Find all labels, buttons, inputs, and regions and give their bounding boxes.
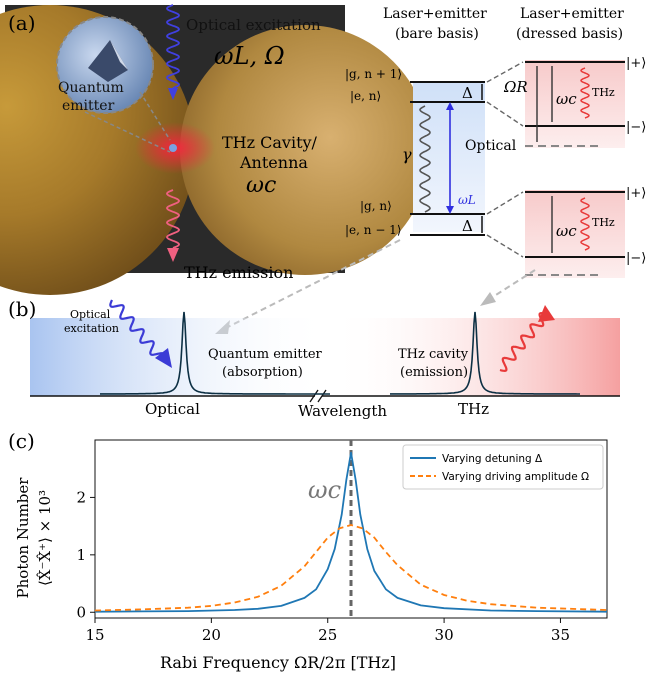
emitter-dot (169, 144, 177, 152)
series-line-detuning (94, 451, 608, 613)
ket-plus-top: |+⟩ (626, 56, 646, 71)
thz-emission-wave (166, 189, 180, 249)
x-tick-label: 35 (551, 626, 570, 644)
thz-cavity-b1: THz cavity (398, 347, 469, 362)
thz-axis-label: THz (458, 400, 489, 418)
legend-label-detuning: Varying detuning Δ (442, 453, 543, 465)
x-tick-label: 20 (202, 626, 221, 644)
x-tick-label: 15 (85, 626, 104, 644)
panel-b: (b) Optical excitation Quantum emitter (… (8, 297, 620, 420)
omega-c-label-a: ωc (246, 173, 276, 198)
thz-wave-bottom (580, 197, 590, 251)
panel-a-label: (a) (8, 11, 36, 35)
y-axis-label-1: Photon Number (14, 477, 32, 599)
dressed-pink-band-bottom (525, 190, 625, 278)
panel-c-label: (c) (8, 429, 35, 453)
thz-emission-wave-b (499, 311, 547, 373)
right-antenna-sphere (180, 25, 430, 275)
omega-c-dressed-top: ωc (556, 90, 577, 108)
ket-minus-top: |−⟩ (626, 120, 646, 135)
legend-label-amplitude: Varying driving amplitude Ω (442, 471, 589, 483)
quantum-emitter-label-1: Quantum (58, 80, 124, 96)
thz-small-top: THz (592, 86, 615, 99)
x-tick-label: 25 (318, 626, 337, 644)
y-tick-label: 2 (76, 488, 86, 506)
delta-bottom: Δ (462, 217, 473, 235)
optical-excitation-wave-b (109, 299, 165, 361)
optical-peak (100, 311, 330, 395)
x-ticks: 15 20 25 30 35 (85, 618, 570, 644)
thz-emission-label: THz emission (184, 263, 293, 282)
omega-l-omega-label: ωL, Ω (214, 42, 285, 70)
optical-level-label: Optical (465, 138, 517, 154)
quantum-emitter-label-2: emitter (62, 98, 115, 114)
series-layer (94, 451, 608, 613)
panel-b-label: (b) (8, 297, 36, 321)
gamma-decay-wave (419, 105, 431, 213)
legend-box (402, 444, 604, 490)
bare-title-2: (bare basis) (395, 26, 479, 42)
y-tick-label: 1 (76, 546, 86, 564)
excitation-arrowhead (168, 88, 178, 100)
optical-excitation-b1: Optical (70, 308, 111, 321)
panel-a: (a) Optical excitation ωL, Ω Quantum emi… (0, 4, 646, 334)
dressed-title-1: Laser+emitter (520, 6, 624, 22)
omega-l-small: ωL (458, 193, 476, 207)
ket-e-nm1: |e, n − 1⟩ (345, 223, 402, 237)
ket-g-n: |g, n⟩ (360, 199, 392, 213)
dressed-pink-band-top (525, 60, 625, 148)
gamma-label: γ (402, 145, 412, 164)
x-axis-label: Rabi Frequency ΩR/2π [THz] (160, 653, 396, 672)
ket-minus-bottom: |−⟩ (626, 251, 646, 266)
delta-top: Δ (462, 84, 473, 102)
y-ticks: 0 1 2 (76, 488, 95, 621)
thz-small-bottom: THz (592, 216, 615, 229)
panel-c: (c) 0 1 2 15 20 25 30 35 ωc Varying detuning Δ… (8, 429, 608, 672)
omega-r-label: ΩR (503, 78, 528, 96)
thz-cavity-b2: (emission) (400, 365, 468, 380)
y-tick-label: 0 (76, 603, 86, 621)
ket-e-n: |e, n⟩ (350, 89, 381, 103)
thz-cavity-label-2: Antenna (239, 153, 308, 172)
omega-c-dressed-bottom: ωc (556, 222, 577, 240)
bare-title-1: Laser+emitter (383, 6, 487, 22)
optical-band-bg (30, 318, 330, 396)
thz-peak (390, 311, 580, 395)
qe-label-1: Quantum emitter (208, 347, 323, 362)
optical-excitation-b2: excitation (64, 322, 119, 335)
pyramid-emitter-icon (88, 40, 128, 82)
optical-excitation-wave (166, 4, 180, 89)
series-line-amplitude (94, 524, 608, 612)
omega-c-annotation: ωc (308, 476, 341, 504)
y-axis-label-2: ⟨X̂⁻X̂⁺⟩ × 10³ (36, 490, 54, 586)
x-tick-label: 30 (435, 626, 454, 644)
optical-excitation-label: Optical excitation (186, 16, 321, 34)
qe-label-2: (absorption) (222, 365, 303, 380)
thz-wave-top (580, 67, 590, 119)
wavelength-label: Wavelength (298, 402, 387, 420)
dressed-title-2: (dressed basis) (516, 26, 623, 42)
thz-band-bg (330, 318, 620, 396)
optical-axis-label: Optical (145, 400, 200, 418)
ket-g-n1: |g, n + 1⟩ (345, 67, 402, 81)
ket-plus-bottom: |+⟩ (626, 186, 646, 201)
thz-cavity-label-1: THz Cavity/ (222, 133, 318, 152)
emission-arrowhead (167, 248, 179, 262)
